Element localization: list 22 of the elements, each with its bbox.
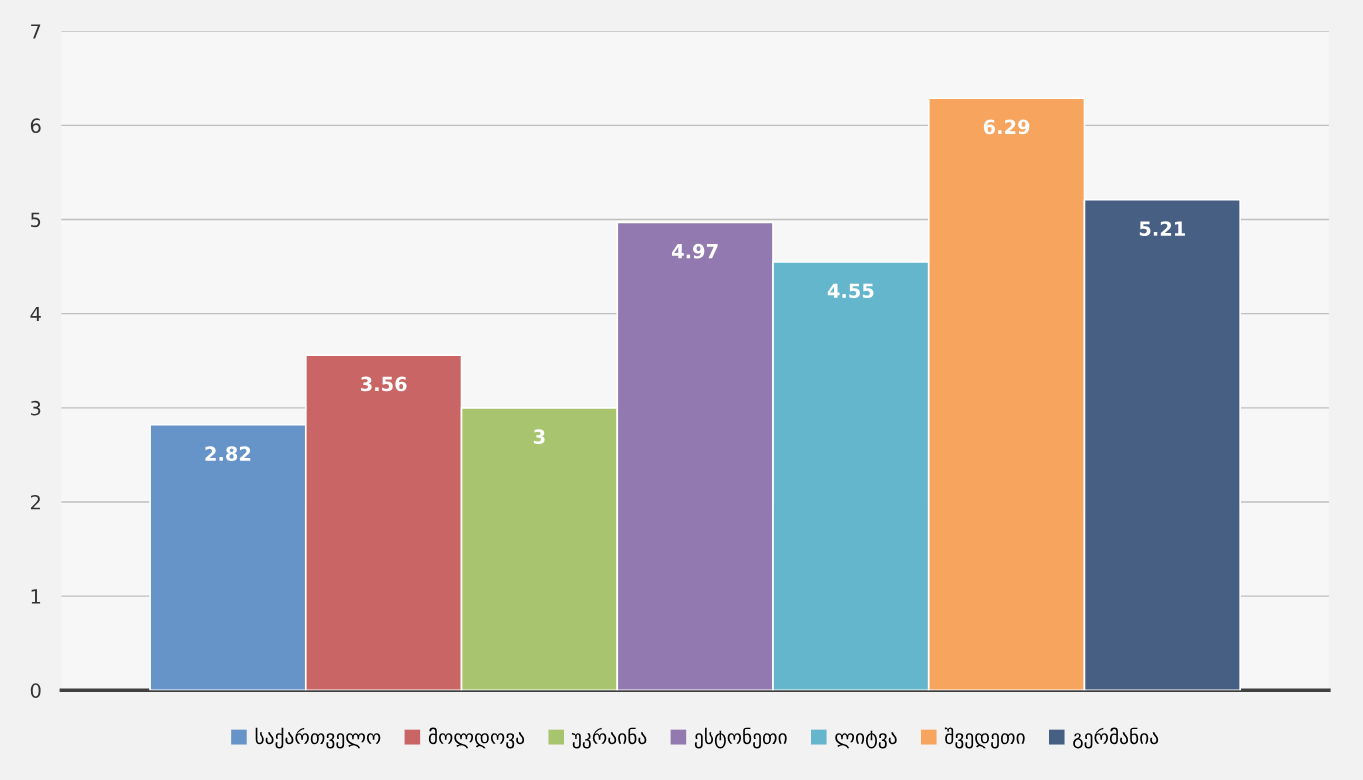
legend-label: მოლდოვა — [428, 727, 525, 749]
legend-label: უკრაინა — [571, 727, 647, 749]
legend-label: გერმანია — [1073, 727, 1159, 749]
legend-label: საქართველო — [255, 727, 381, 749]
data-label: 5.21 — [1139, 221, 1185, 236]
y-tick-label: 3 — [31, 400, 41, 416]
data-label: 4.97 — [672, 243, 718, 259]
y-tick-label: 2 — [30, 494, 40, 510]
legend-label: ესტონეთი — [694, 727, 787, 749]
y-tick-label: 5 — [31, 212, 41, 228]
data-label: 3 — [533, 429, 545, 445]
legend-label: შვედეთი — [944, 727, 1025, 749]
data-label: 6.29 — [983, 119, 1030, 135]
y-tick-label: 6 — [30, 118, 41, 134]
y-tick-label: 1 — [31, 589, 41, 604]
legend-label: ლიტვა — [835, 730, 897, 749]
data-label: 3.56 — [360, 376, 407, 392]
data-label: 2.82 — [205, 446, 251, 461]
y-tick-label: 7 — [31, 24, 41, 39]
y-tick-label: 4 — [30, 306, 41, 322]
y-tick-label: 0 — [30, 683, 41, 698]
data-label: 4.55 — [827, 283, 874, 299]
